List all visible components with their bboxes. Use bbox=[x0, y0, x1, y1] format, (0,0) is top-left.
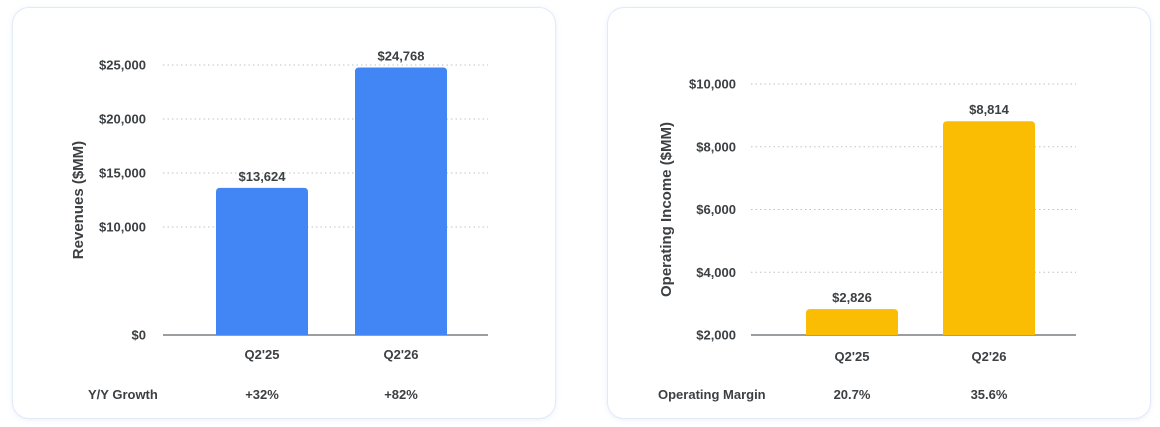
operating-income-chart-card: $2,000 $4,000 $6,000 $8,000 $10,000 Operating… bbox=[608, 8, 1150, 418]
revenue-footer-value: +82% bbox=[384, 387, 418, 402]
income-y-axis-label: Operating Income ($MM) bbox=[658, 122, 675, 297]
income-y-tick-label: $8,000 bbox=[696, 139, 736, 154]
income-bar bbox=[943, 121, 1035, 335]
revenue-category-label: Q2'26 bbox=[384, 347, 419, 362]
revenue-y-tick-label: $25,000 bbox=[99, 58, 146, 73]
income-category-label: Q2'26 bbox=[972, 349, 1007, 364]
revenue-footer-value: +32% bbox=[245, 387, 279, 402]
income-y-tick-label: $2,000 bbox=[696, 328, 736, 343]
revenue-chart: $0 $10,000 $15,000 $20,000 $25,000 Revenues (… bbox=[70, 49, 488, 402]
income-data-label: $2,826 bbox=[832, 290, 872, 305]
revenue-y-tick-label: $15,000 bbox=[99, 166, 146, 181]
revenue-y-tick-label: $20,000 bbox=[99, 112, 146, 127]
revenue-bar bbox=[216, 187, 308, 335]
income-data-label: $8,814 bbox=[969, 102, 1010, 117]
income-footer-value: 20.7% bbox=[834, 387, 871, 402]
income-y-tick-label: $4,000 bbox=[696, 265, 736, 280]
revenue-chart-card: $0 $10,000 $15,000 $20,000 $25,000 Revenues (… bbox=[13, 8, 555, 418]
revenue-data-label: $13,624 bbox=[239, 169, 287, 184]
income-bar bbox=[806, 309, 898, 335]
income-footer-label: Operating Margin bbox=[658, 387, 766, 402]
revenue-bar bbox=[355, 67, 447, 335]
income-y-tick-label: $6,000 bbox=[696, 202, 736, 217]
income-y-tick-label: $10,000 bbox=[689, 77, 736, 92]
revenue-category-label: Q2'25 bbox=[245, 347, 280, 362]
operating-income-chart: $2,000 $4,000 $6,000 $8,000 $10,000 Operating… bbox=[658, 77, 1076, 402]
revenue-footer-label: Y/Y Growth bbox=[88, 387, 158, 402]
income-category-label: Q2'25 bbox=[835, 349, 870, 364]
revenue-y-axis-label: Revenues ($MM) bbox=[70, 141, 87, 259]
income-footer-value: 35.6% bbox=[971, 387, 1008, 402]
revenue-y-tick-label: $0 bbox=[132, 328, 146, 343]
revenue-y-tick-label: $10,000 bbox=[99, 220, 146, 235]
revenue-data-label: $24,768 bbox=[378, 49, 425, 64]
